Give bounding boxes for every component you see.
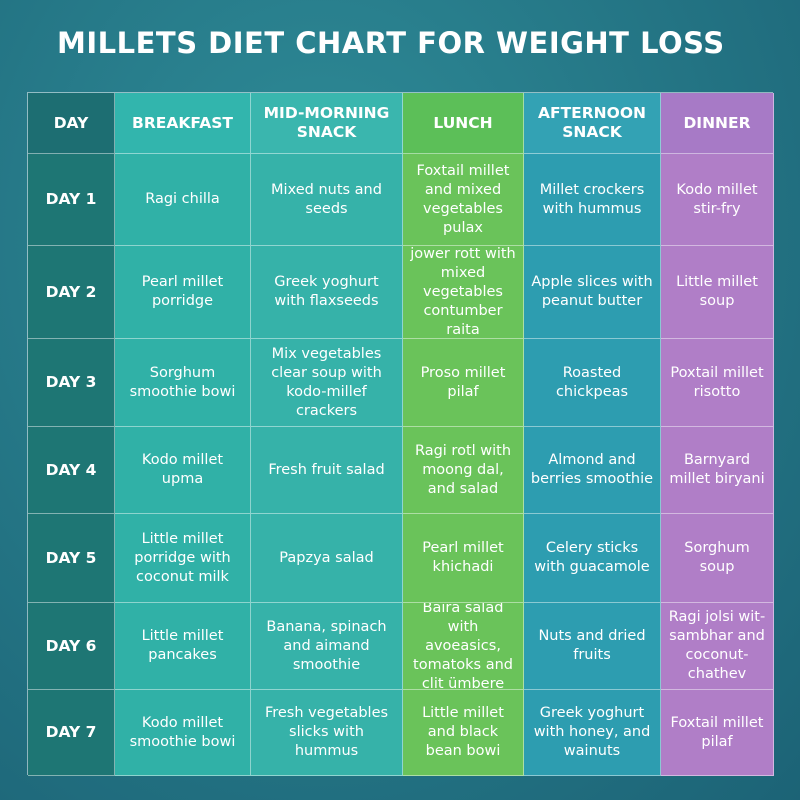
day-label: DAY 1 [28, 154, 115, 246]
column-header: BREAKFAST [115, 93, 251, 154]
meal-cell: Millet crockers with hummus [524, 154, 661, 246]
meal-cell: Ragi chilla [115, 154, 251, 246]
meal-cell: Almond and berries smoothie [524, 427, 661, 514]
meal-cell: Greek yoghurt with honey, and wainuts [524, 690, 661, 776]
meal-cell: Mixed nuts and seeds [251, 154, 403, 246]
meal-cell: Baira salad with avoeasics, tomatoks and… [403, 603, 524, 690]
meal-cell: Kodo millet smoothie bowi [115, 690, 251, 776]
day-label: DAY 6 [28, 603, 115, 690]
meal-cell: Greek yoghurt with flaxseeds [251, 246, 403, 339]
meal-cell: Pearl millet khichadi [403, 514, 524, 603]
meal-cell: Foxtail millet pilaf [661, 690, 774, 776]
day-label: DAY 2 [28, 246, 115, 339]
meal-cell: Proso millet pilaf [403, 339, 524, 427]
meal-cell: Barnyard millet biryani [661, 427, 774, 514]
diet-table: DAY BREAKFAST MID-MORNING SNACK LUNCH AFTERN… [27, 92, 774, 776]
meal-cell: Ragi rotl with moong dal, and salad [403, 427, 524, 514]
meal-cell: Mix vegetables clear soup with kodo-mill… [251, 339, 403, 427]
column-header: DAY [28, 93, 115, 154]
meal-cell: Little millet porridge with coconut milk [115, 514, 251, 603]
meal-cell: Pearl millet porridge [115, 246, 251, 339]
day-label: DAY 3 [28, 339, 115, 427]
meal-cell: Kodo millet upma [115, 427, 251, 514]
column-header: DINNER [661, 93, 774, 154]
meal-cell: Celery sticks with guacamole [524, 514, 661, 603]
meal-cell: Little millet and black bean bowi [403, 690, 524, 776]
day-label: DAY 5 [28, 514, 115, 603]
column-header: AFTERNOON SNACK [524, 93, 661, 154]
day-label: DAY 7 [28, 690, 115, 776]
meal-cell: Fresh vegetables slicks with hummus [251, 690, 403, 776]
meal-cell: Sorghum soup [661, 514, 774, 603]
title: MILLETS DIET CHART FOR WEIGHT LOSS [57, 26, 725, 60]
meal-cell: Fresh fruit salad [251, 427, 403, 514]
meal-cell: Nuts and dried fruits [524, 603, 661, 690]
meal-cell: Banana, spinach and aimand smoothie [251, 603, 403, 690]
column-header: MID-MORNING SNACK [251, 93, 403, 154]
meal-cell: Little millet soup [661, 246, 774, 339]
meal-cell: Ragi jolsi wit-sambhar and coconut-chath… [661, 603, 774, 690]
meal-cell: Sorghum smoothie bowi [115, 339, 251, 427]
meal-cell: Kodo millet stir-fry [661, 154, 774, 246]
meal-cell: Foxtail millet and mixed vegetables pula… [403, 154, 524, 246]
column-header: LUNCH [403, 93, 524, 154]
meal-cell: jower rott with mixed vegetables contumb… [403, 246, 524, 339]
meal-cell: Apple slices with peanut butter [524, 246, 661, 339]
meal-cell: Poxtail millet risotto [661, 339, 774, 427]
meal-cell: Roasted chickpeas [524, 339, 661, 427]
meal-cell: Little millet pancakes [115, 603, 251, 690]
meal-cell: Papzya salad [251, 514, 403, 603]
day-label: DAY 4 [28, 427, 115, 514]
